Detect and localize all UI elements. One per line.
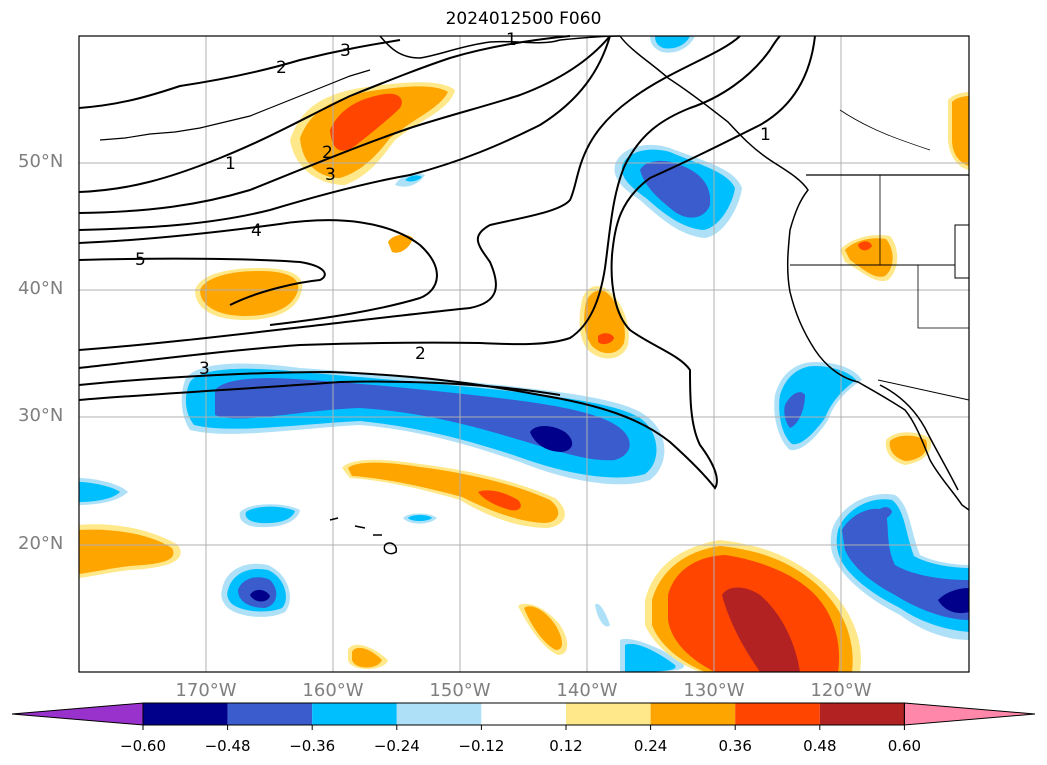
colorbar-segment bbox=[566, 703, 651, 725]
colorbar-segment bbox=[143, 703, 228, 725]
lat-label: 50°N bbox=[18, 151, 64, 172]
coastlines bbox=[99, 35, 970, 555]
contour-label: 1 bbox=[225, 154, 236, 174]
contour-label: 1 bbox=[506, 30, 517, 50]
contour-label: 3 bbox=[199, 359, 210, 379]
contour-label: 2 bbox=[415, 344, 426, 364]
colorbar-tick-label: −0.60 bbox=[120, 737, 166, 755]
lon-label: 140°W bbox=[556, 680, 618, 701]
colorbar-segment bbox=[396, 703, 482, 725]
colorbar-tick-label: −0.36 bbox=[289, 737, 336, 755]
colorbar bbox=[11, 702, 1036, 730]
colorbar-segment bbox=[312, 703, 397, 725]
lat-label: 40°N bbox=[18, 278, 64, 299]
lat-label: 30°N bbox=[18, 405, 64, 426]
lon-label: 120°W bbox=[810, 680, 872, 701]
colorbar-tick-label: −0.48 bbox=[204, 737, 251, 755]
contour-label: 3 bbox=[340, 41, 351, 61]
colorbar-tick-label: 0.24 bbox=[633, 737, 668, 755]
contour-label: 4 bbox=[251, 221, 262, 241]
contour-label: 5 bbox=[135, 250, 146, 270]
lon-label: 170°W bbox=[175, 680, 237, 701]
contour-labels: 1 1 2 3 4 5 2 3 1 2 3 bbox=[135, 30, 771, 379]
shaded-anomaly-fields bbox=[79, 36, 969, 672]
gridlines bbox=[79, 36, 969, 672]
map-border bbox=[78, 35, 970, 673]
colorbar-segment bbox=[903, 702, 1036, 726]
colorbar-segment bbox=[227, 703, 313, 725]
lon-label: 160°W bbox=[302, 680, 364, 701]
lon-label: 150°W bbox=[429, 680, 491, 701]
colorbar-segment bbox=[819, 703, 905, 725]
colorbar-tick-label: 0.12 bbox=[549, 737, 583, 755]
colorbar-tick-label: −0.24 bbox=[373, 737, 420, 755]
colorbar-tick-label: −0.12 bbox=[458, 737, 505, 755]
map-title: 2024012500 F060 bbox=[445, 9, 602, 29]
contour-lines bbox=[78, 35, 816, 490]
colorbar-segment bbox=[481, 703, 566, 725]
colorbar-tick-label: 0.60 bbox=[887, 737, 922, 755]
contour-label: 2 bbox=[276, 58, 287, 78]
contour-label: 2 bbox=[322, 143, 333, 163]
colorbar-segment bbox=[735, 703, 820, 725]
contour-label: 1 bbox=[760, 125, 771, 145]
lon-label: 130°W bbox=[683, 680, 745, 701]
colorbar-tick-label: 0.48 bbox=[803, 737, 837, 755]
colorbar-segment bbox=[11, 702, 144, 726]
contour-label: 3 bbox=[325, 165, 336, 185]
lat-label: 20°N bbox=[18, 533, 64, 554]
colorbar-tick-label: 0.36 bbox=[718, 737, 752, 755]
colorbar-segment bbox=[650, 703, 736, 725]
